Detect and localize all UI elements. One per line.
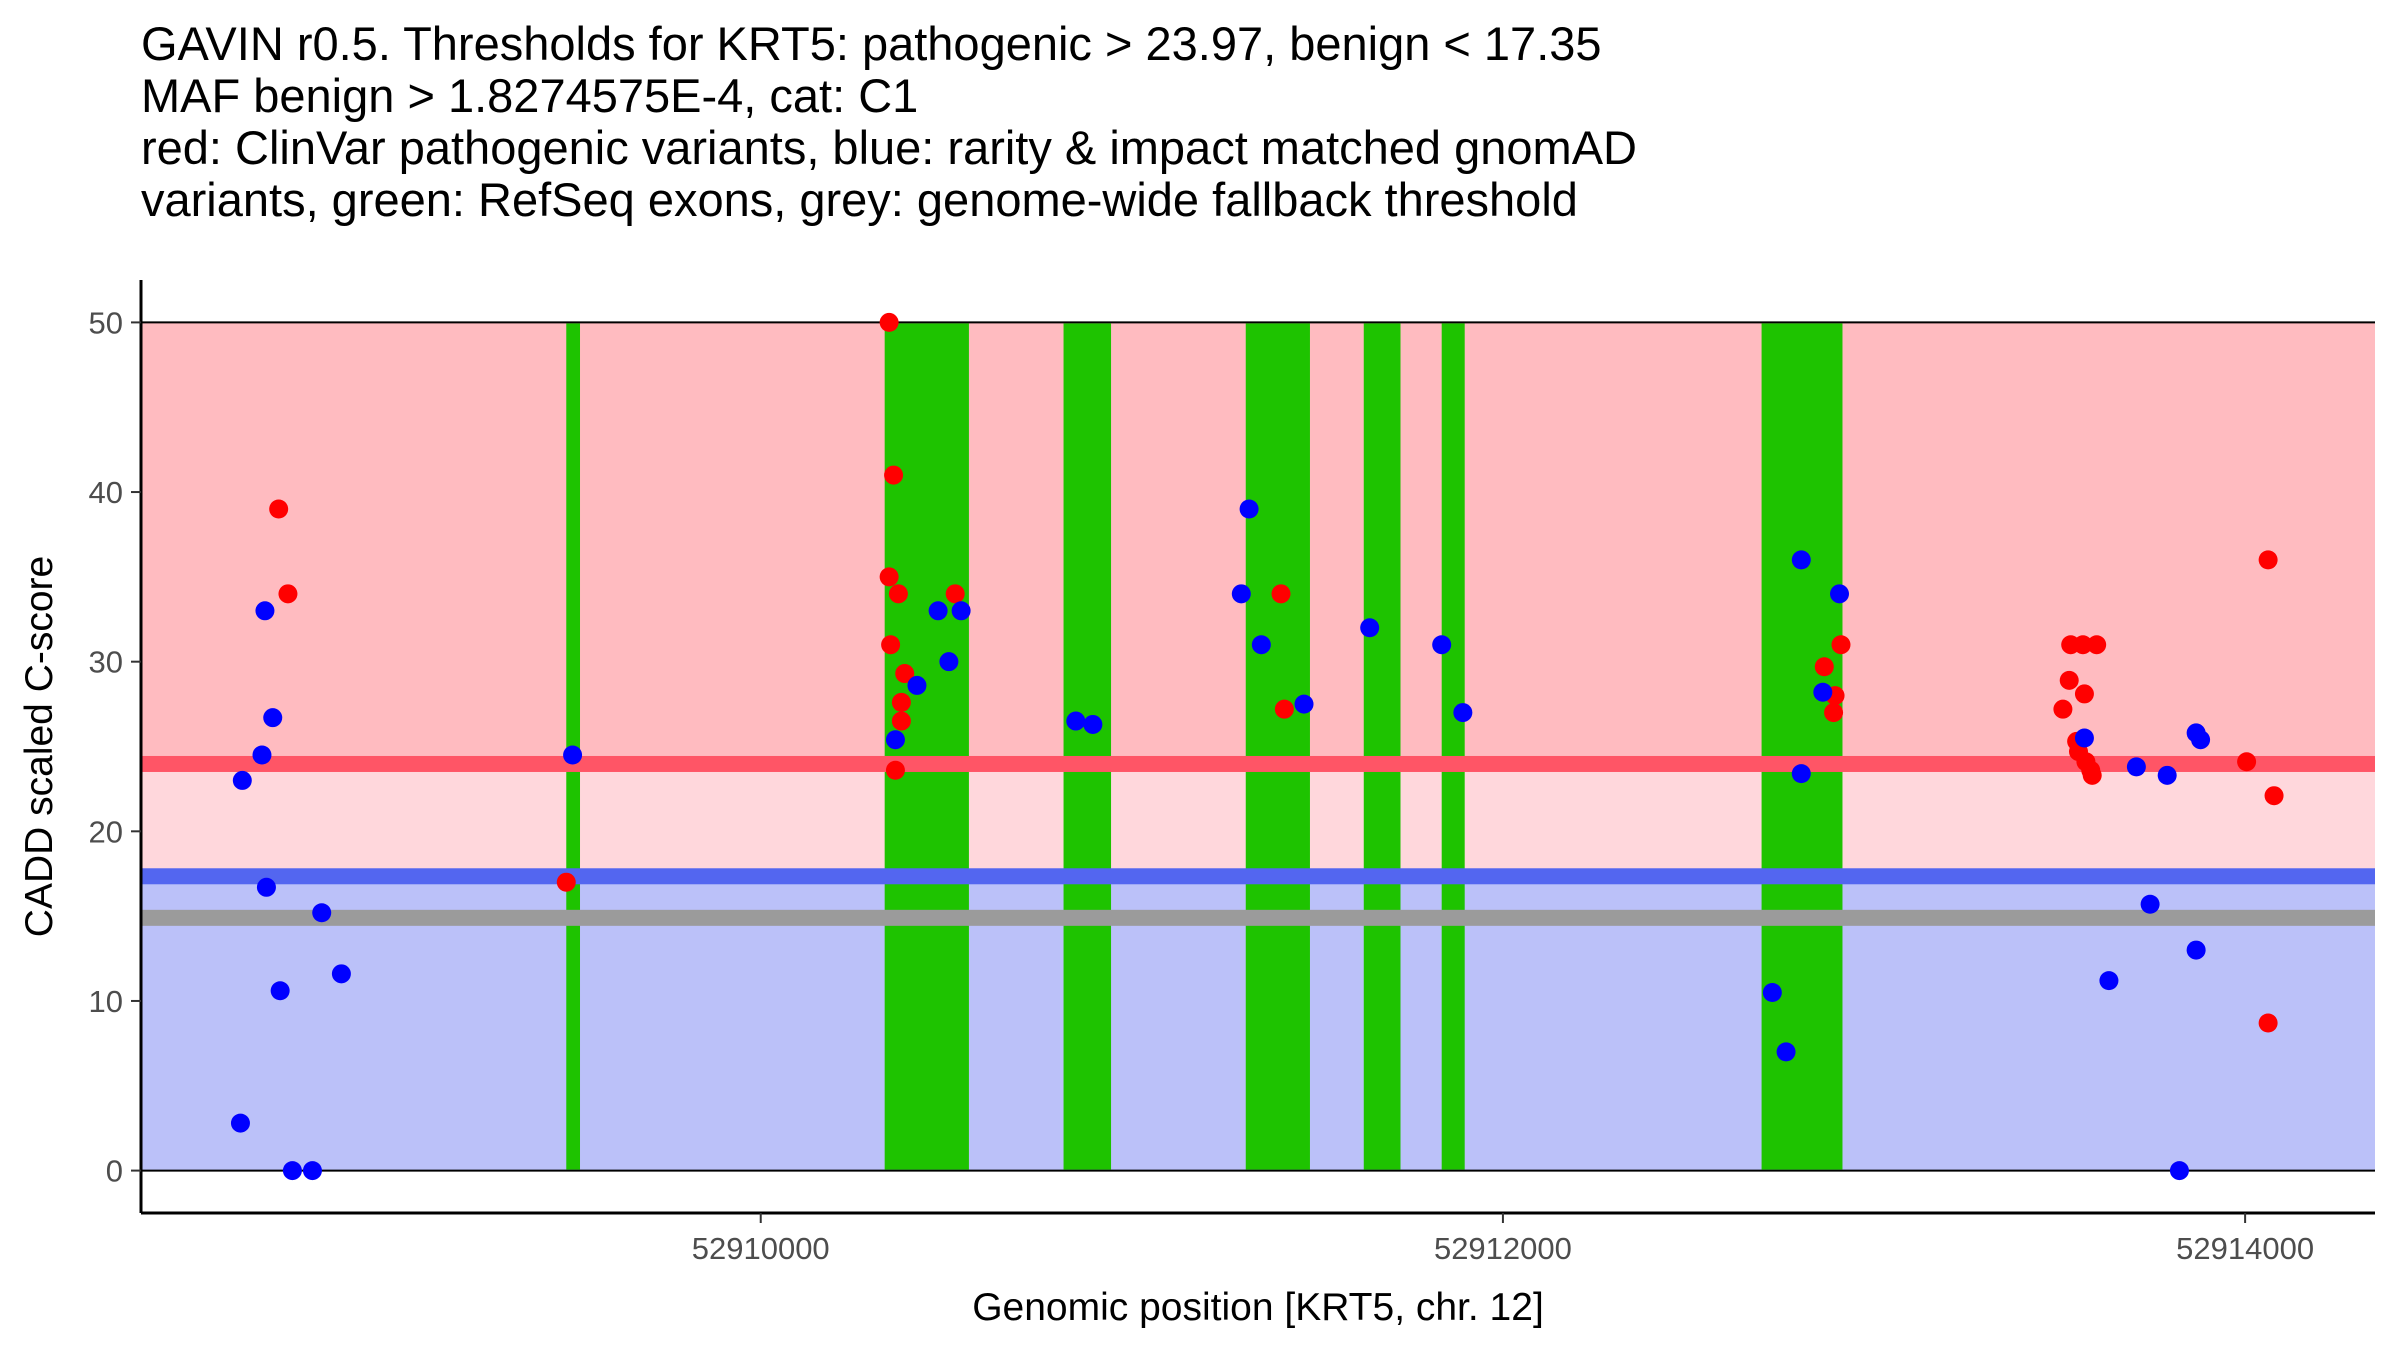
gnomad-point [255,601,275,621]
clinvar-point [1814,657,1834,677]
gnomad-point [2126,757,2146,777]
gnomad-point [2099,971,2119,991]
gnomad-point [563,745,583,765]
axes: 0 10 20 30 40 50 52910000 52912000 52914000 [89,280,2375,1266]
clinvar-point [2237,752,2257,772]
clinvar-point [2082,765,2102,785]
gnomad-point [2074,728,2094,748]
gnomad-point [2169,1161,2189,1181]
gnomad-point [1813,682,1833,702]
gnomad-point [1453,703,1473,723]
title-line-2: MAF benign > 1.8274575E-4, cat: C1 [141,69,919,122]
title-line-1: GAVIN r0.5. Thresholds for KRT5: pathoge… [141,17,1602,70]
gnomad-point [302,1161,322,1181]
gnomad-point [270,981,290,1001]
gnomad-point [1239,499,1259,519]
gnomad-point [230,1113,250,1133]
clinvar-point [556,872,576,892]
clinvar-point [278,584,298,604]
clinvar-point [891,711,911,731]
clinvar-point [945,584,965,604]
gnomad-point [1776,1042,1796,1062]
exon-bar [1761,323,1843,1170]
clinvar-point [891,692,911,712]
gnomad-point [1231,584,1251,604]
exon-bar [1441,323,1465,1170]
gnomad-point [232,770,252,790]
gnomad-point [1830,584,1850,604]
title-line-4: variants, green: RefSeq exons, grey: gen… [141,173,1578,226]
clinvar-point [884,465,904,485]
gnomad-point [2140,894,2160,914]
gnomad-point [1762,982,1782,1002]
clinvar-point [888,584,908,604]
clinvar-point [1824,703,1844,723]
clinvar-point [2258,550,2278,570]
clinvar-point [2074,684,2094,704]
clinvar-point [879,312,899,332]
gnomad-point [1791,550,1811,570]
y-axis-title: CADD scaled C-score [18,556,61,937]
gnomad-point [928,601,948,621]
clinvar-point [1274,699,1294,719]
gnomad-point [2157,765,2177,785]
gnomad-point [939,652,959,672]
title-line-3: red: ClinVar pathogenic variants, blue: … [141,121,1637,174]
gnomad-point [2191,730,2211,750]
exon-regions [566,323,1843,1170]
clinvar-point [881,635,901,655]
gnomad-point [1432,635,1452,655]
clinvar-point [2073,635,2093,655]
y-tick-label: 0 [106,1154,123,1189]
chart-title: GAVIN r0.5. Thresholds for KRT5: pathoge… [141,18,1637,226]
fallback-threshold-line [141,909,2375,926]
gnomad-point [885,730,905,750]
clinvar-point [2053,699,2073,719]
y-tick-label: 40 [89,475,123,510]
gnomad-point [252,745,272,765]
gnomad-point [2186,940,2206,960]
y-tick-label: 10 [89,984,123,1019]
exon-bar [1063,323,1112,1170]
x-tick-label: 52912000 [1434,1231,1572,1266]
pathogenic-threshold-line [141,755,2375,772]
gnomad-point [1251,635,1271,655]
clinvar-point [2258,1013,2278,1033]
y-tick-label: 30 [89,645,123,680]
gnomad-point [263,708,283,728]
x-axis-title: Genomic position [KRT5, chr. 12] [972,1286,1544,1329]
exon-bar [1245,323,1310,1170]
threshold-lines [141,755,2375,926]
clinvar-point [2264,786,2284,806]
gnomad-point [951,601,971,621]
gnomad-point [1083,714,1103,734]
exon-bar [1363,323,1401,1170]
gnomad-point [1791,764,1811,784]
clinvar-point [885,760,905,780]
gnomad-point [312,903,332,923]
gnomad-point [1360,618,1380,638]
gnomad-point [282,1161,302,1181]
clinvar-point [879,567,899,587]
gnomad-point [1294,694,1314,714]
clinvar-point [2087,635,2107,655]
clinvar-point [1271,584,1291,604]
x-tick-label: 52910000 [692,1231,830,1266]
y-tick-label: 20 [89,814,123,849]
benign-threshold-line [141,868,2375,885]
clinvar-point [2059,670,2079,690]
y-tick-label: 50 [89,305,123,340]
gnomad-point [1066,711,1086,731]
gnomad-point [331,964,351,984]
gnomad-point [907,675,927,695]
gnomad-point [256,877,276,897]
clinvar-point [269,499,289,519]
clinvar-point [1831,635,1851,655]
x-tick-label: 52914000 [2176,1231,2314,1266]
data-points [230,312,2284,1181]
clinvar-point [895,664,915,684]
